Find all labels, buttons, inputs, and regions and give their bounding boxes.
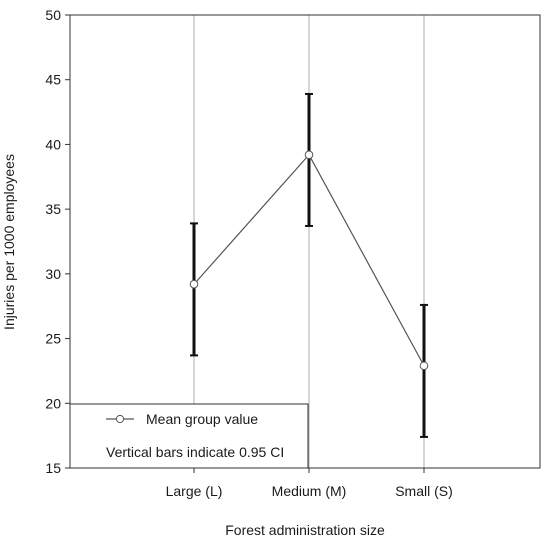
x-axis-label: Forest administration size <box>225 522 385 538</box>
x-axis-ticks: Large (L) Medium (M) Small (S) <box>166 468 453 499</box>
y-tick-label-40: 40 <box>45 136 61 152</box>
legend-note: Vertical bars indicate 0.95 CI <box>106 444 284 460</box>
plot-frame <box>69 14 541 469</box>
y-tick-label-45: 45 <box>45 72 61 88</box>
y-axis-label: Injuries per 1000 employees <box>1 154 17 330</box>
y-tick-label-35: 35 <box>45 201 61 217</box>
series-mean-line <box>189 92 429 438</box>
y-tick-label-15: 15 <box>45 460 61 476</box>
x-tick-label-0: Large (L) <box>166 483 223 499</box>
y-axis-ticks: 15 20 25 30 35 40 45 50 <box>45 7 70 476</box>
y-tick-label-20: 20 <box>45 395 61 411</box>
mean-point-0 <box>189 279 199 289</box>
mean-point-2 <box>419 361 429 371</box>
y-tick-label-25: 25 <box>45 331 61 347</box>
legend-box <box>69 403 309 469</box>
mean-point-1 <box>304 150 314 160</box>
x-tick-label-1: Medium (M) <box>272 483 347 499</box>
x-tick-label-2: Small (S) <box>395 483 453 499</box>
gridlines <box>193 15 425 468</box>
legend-marker-icon <box>115 414 125 424</box>
y-tick-label-50: 50 <box>45 7 61 23</box>
legend-entry: Mean group value <box>146 411 258 427</box>
legend: Mean group value Vertical bars indicate … <box>69 403 309 469</box>
y-tick-label-30: 30 <box>45 266 61 282</box>
